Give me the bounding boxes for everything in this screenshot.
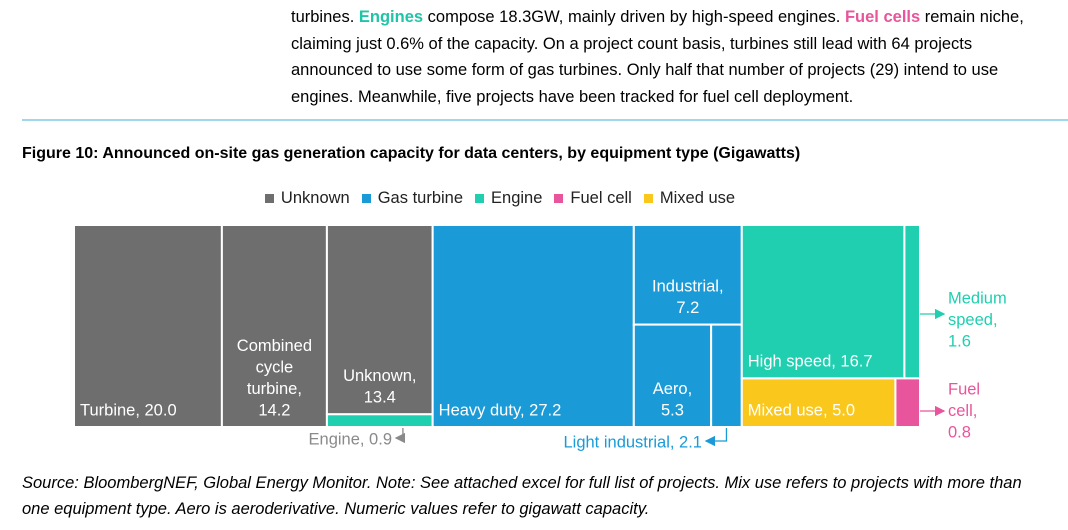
legend-swatch	[475, 194, 485, 203]
legend-item: Engine	[475, 189, 542, 208]
cell-label: 7.2	[676, 299, 699, 317]
cell-label: Turbine, 20.0	[80, 401, 177, 419]
callout-arrow	[394, 428, 406, 444]
cell-label: Mixed use, 5.0	[748, 401, 855, 419]
cell-label: cycle	[256, 358, 294, 376]
cell-label: 13.4	[364, 389, 396, 407]
figure-title: Figure 10: Announced on-site gas generat…	[22, 145, 801, 162]
callout-label: 0.8	[948, 423, 971, 441]
highlight: Fuel cells	[844, 8, 921, 26]
legend-item: Gas turbine	[361, 189, 464, 208]
legend-swatch	[643, 194, 653, 203]
callout-label: speed,	[948, 311, 998, 329]
callout-arrow	[704, 428, 728, 447]
cell-label: Combined	[237, 337, 312, 355]
callout-label: Engine, 0.9	[309, 430, 392, 448]
cell-label: Industrial,	[652, 277, 724, 295]
legend-swatch	[264, 194, 274, 203]
legend-swatch	[361, 194, 371, 203]
callout-label: Medium	[948, 289, 1007, 307]
cell-label: Heavy duty, 27.2	[439, 401, 562, 419]
treemap-cell	[431, 224, 635, 428]
callout-label: cell,	[948, 402, 977, 420]
cell-label: Aero,	[653, 380, 692, 398]
callout-label: 1.6	[948, 332, 971, 350]
treemap-cell	[740, 224, 906, 380]
callout-label: Light industrial, 2.1	[563, 433, 702, 451]
text: remain niche, claiming just 0.6% of the …	[291, 8, 1024, 106]
callout-label: Fuel	[948, 380, 980, 398]
cell-label: 14.2	[258, 401, 290, 419]
legend-label: Engine	[491, 189, 543, 207]
cell-label: High speed, 16.7	[748, 353, 873, 371]
legend-item: Fuel cell	[554, 189, 632, 208]
treemap-cell	[632, 323, 713, 428]
legend-label: Fuel cell	[570, 189, 632, 207]
legend: Unknown Gas turbine Engine Fuel cell Mixed u…	[0, 189, 1000, 208]
treemap-cell	[903, 224, 921, 380]
treemap-cell	[740, 377, 897, 429]
source-note: Source: BloombergNEF, Global Energy Moni…	[22, 474, 1022, 518]
legend-label: Unknown	[280, 189, 350, 207]
legend-swatch	[554, 194, 564, 203]
treemap-cell	[894, 377, 922, 429]
treemap-cell	[73, 224, 223, 428]
chart: Turbine, 20.0 Combined cycle turbine, 14.2 Un…	[73, 224, 1007, 451]
treemap-cell	[325, 224, 434, 416]
treemap-cell	[710, 323, 743, 428]
cell-label: Unknown,	[343, 367, 416, 385]
cell-label: turbine,	[247, 380, 302, 398]
paragraph: turbines. Engines compose 18.3GW, mainly…	[291, 4, 1051, 110]
text: turbines.	[291, 8, 359, 26]
text: compose 18.3GW, mainly driven by high-sp…	[423, 8, 845, 26]
treemap-cell	[325, 413, 434, 428]
legend-label: Gas turbine	[377, 189, 464, 207]
treemap-cell	[632, 224, 743, 326]
highlight: Engines	[358, 8, 424, 26]
legend-item: Mixed use	[643, 189, 736, 208]
cell-label: 5.3	[661, 401, 684, 419]
divider	[22, 119, 1068, 121]
legend-label: Mixed use	[659, 189, 736, 207]
legend-item: Unknown	[264, 189, 350, 208]
